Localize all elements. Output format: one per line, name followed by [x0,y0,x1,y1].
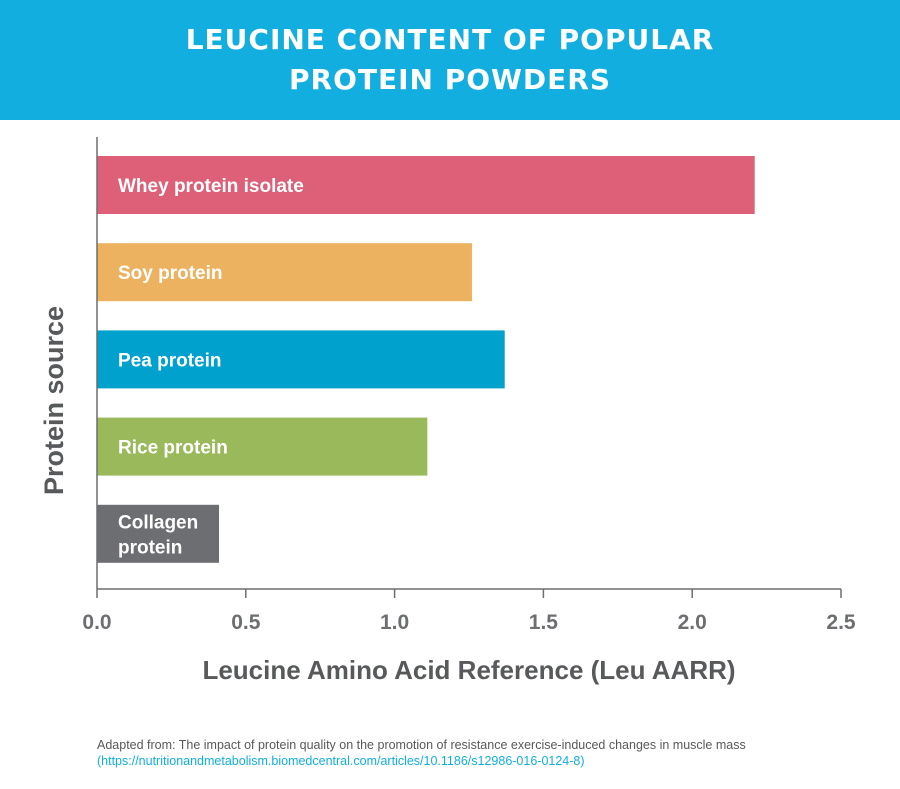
x-tick-label-1: 0.5 [231,611,261,634]
bar-1 [97,156,755,214]
bar-label-1: Whey protein isolate [118,176,304,197]
bar-3 [97,330,505,389]
x-tick-label-3: 1.5 [529,611,559,634]
y-axis-label: Protein source [0,120,110,680]
bar-5 [97,504,220,563]
chart-title: LEUCINE CONTENT OF POPULAR PROTEIN POWDE… [185,23,715,96]
bar-chart: Whey protein isolate Soy protein Pea prote… [82,137,856,634]
bar-label-2: Soy protein [118,263,223,284]
bar-2 [97,243,472,302]
source-text: Adapted from: The impact of protein qual… [97,738,746,752]
x-tick-label-4: 2.0 [678,611,707,634]
x-tick-label-0: 0.0 [82,611,111,634]
source-note: Adapted from: The impact of protein qual… [97,737,887,769]
bar-label-4: Rice protein [118,438,228,459]
bar-label-3: Pea protein [118,350,221,371]
source-link[interactable]: (https://nutritionandmetabolism.biomedce… [97,754,585,768]
x-tick-label-2: 1.0 [380,611,409,634]
x-axis-label: Leucine Amino Acid Reference (Leu AARR) [202,655,736,685]
bar-label-5: Collagen protein [118,512,198,558]
x-tick-label-5: 2.5 [826,611,856,634]
y-axis-label-text: Protein source [39,305,70,495]
header-banner: LEUCINE CONTENT OF POPULAR PROTEIN POWDE… [0,0,900,120]
bar-4 [97,417,428,476]
